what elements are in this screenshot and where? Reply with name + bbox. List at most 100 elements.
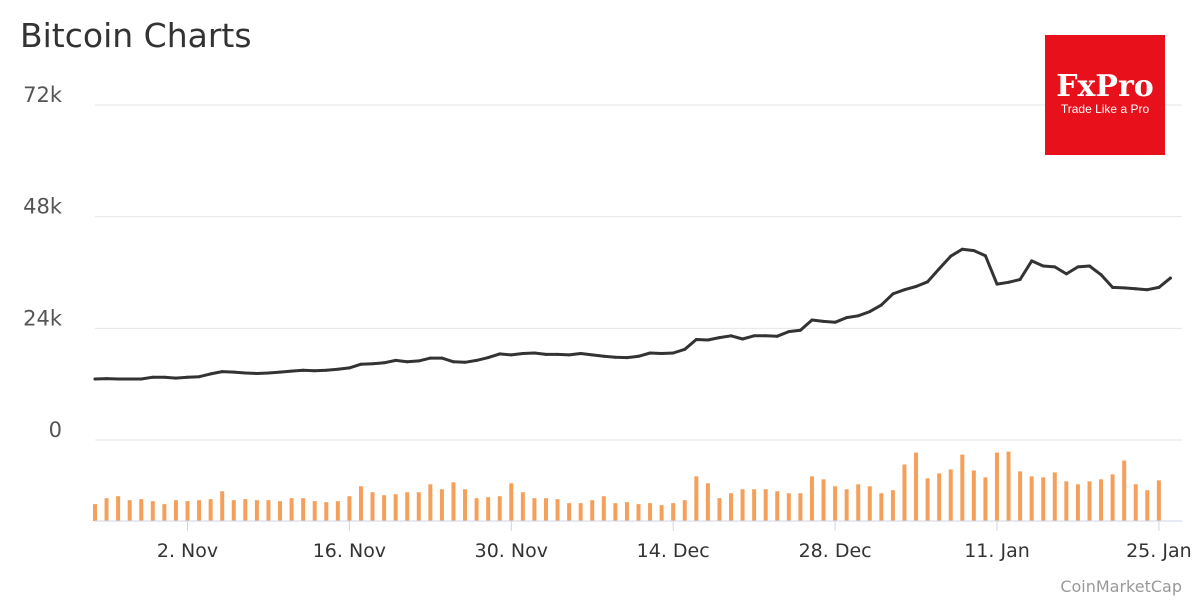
price-point[interactable]	[428, 356, 432, 360]
price-point[interactable]	[879, 303, 883, 307]
price-point[interactable]	[486, 356, 490, 360]
price-point[interactable]	[532, 351, 536, 355]
price-point[interactable]	[151, 375, 155, 379]
price-point[interactable]	[625, 356, 629, 360]
price-point[interactable]	[810, 318, 814, 322]
price-point[interactable]	[336, 367, 340, 371]
price-point[interactable]	[267, 371, 270, 375]
price-point[interactable]	[995, 282, 999, 286]
volume-bar	[705, 483, 710, 521]
price-point[interactable]	[255, 372, 259, 375]
price-point[interactable]	[1088, 264, 1091, 268]
price-point[interactable]	[914, 285, 918, 288]
volume-bar	[197, 500, 202, 521]
price-point[interactable]	[313, 369, 317, 373]
price-point[interactable]	[521, 352, 525, 355]
price-point[interactable]	[822, 319, 825, 323]
price-point[interactable]	[590, 353, 594, 357]
price-point[interactable]	[775, 334, 779, 338]
price-point[interactable]	[417, 359, 421, 363]
price-point[interactable]	[903, 288, 906, 292]
price-point[interactable]	[452, 360, 455, 364]
price-point[interactable]	[220, 370, 224, 374]
price-point[interactable]	[324, 368, 328, 372]
price-point[interactable]	[1099, 273, 1103, 277]
price-point[interactable]	[93, 377, 97, 381]
price-point[interactable]	[637, 354, 640, 358]
price-point[interactable]	[1145, 288, 1149, 292]
price-point[interactable]	[937, 267, 941, 271]
price-point[interactable]	[1157, 285, 1161, 289]
price-point[interactable]	[405, 360, 409, 364]
price-point[interactable]	[209, 372, 213, 376]
price-point[interactable]	[463, 360, 467, 364]
price-point[interactable]	[683, 347, 687, 351]
price-point[interactable]	[845, 316, 849, 320]
price-point[interactable]	[1122, 286, 1126, 290]
price-point[interactable]	[371, 362, 374, 366]
price-point[interactable]	[579, 352, 583, 355]
price-point[interactable]	[1030, 259, 1034, 263]
price-point[interactable]	[359, 362, 363, 366]
price-point[interactable]	[833, 320, 837, 324]
price-point[interactable]	[1007, 280, 1010, 284]
price-point[interactable]	[983, 254, 987, 258]
price-point[interactable]	[694, 338, 698, 341]
price-point[interactable]	[1053, 265, 1057, 269]
price-point[interactable]	[278, 370, 282, 374]
price-point[interactable]	[891, 292, 895, 296]
price-point[interactable]	[186, 375, 189, 379]
volume-bar	[971, 470, 976, 521]
price-point[interactable]	[868, 310, 872, 314]
price-point[interactable]	[544, 352, 548, 356]
price-point[interactable]	[475, 358, 479, 362]
price-point[interactable]	[509, 353, 513, 357]
price-point[interactable]	[394, 358, 398, 362]
price-point[interactable]	[556, 352, 560, 356]
price-point[interactable]	[116, 377, 120, 381]
price-point[interactable]	[498, 352, 502, 356]
price-point[interactable]	[128, 377, 132, 381]
price-point[interactable]	[139, 377, 143, 381]
price-point[interactable]	[174, 376, 178, 380]
price-point[interactable]	[752, 334, 756, 338]
source-credit[interactable]: CoinMarketCap	[1060, 577, 1182, 596]
price-point[interactable]	[648, 351, 652, 355]
price-point[interactable]	[1064, 272, 1068, 276]
price-point[interactable]	[440, 356, 444, 360]
price-point[interactable]	[949, 254, 953, 258]
price-point[interactable]	[1111, 285, 1115, 289]
price-point[interactable]	[301, 368, 305, 372]
price-point[interactable]	[105, 377, 109, 381]
price-point[interactable]	[567, 353, 571, 357]
price-point[interactable]	[347, 366, 351, 370]
price-point[interactable]	[972, 249, 976, 253]
price-point[interactable]	[660, 352, 664, 355]
price-point[interactable]	[960, 247, 964, 251]
price-point[interactable]	[613, 355, 617, 359]
price-point[interactable]	[1018, 278, 1022, 281]
price-point[interactable]	[798, 328, 802, 332]
price-point[interactable]	[671, 351, 675, 355]
price-point[interactable]	[741, 337, 745, 341]
price-point[interactable]	[729, 334, 733, 338]
price-point[interactable]	[602, 354, 606, 358]
price-point[interactable]	[717, 336, 721, 340]
price-point[interactable]	[1076, 265, 1080, 269]
price-point[interactable]	[290, 369, 294, 373]
price-point[interactable]	[764, 334, 768, 338]
price-point[interactable]	[856, 314, 860, 318]
price-point[interactable]	[926, 280, 930, 284]
price-point[interactable]	[243, 371, 247, 375]
price-point[interactable]	[706, 338, 710, 342]
price-point[interactable]	[232, 370, 236, 374]
price-point[interactable]	[162, 375, 166, 379]
price-point[interactable]	[1168, 276, 1172, 280]
price-point[interactable]	[382, 361, 386, 365]
price-point[interactable]	[1041, 264, 1045, 268]
price-point[interactable]	[787, 330, 791, 334]
price-point[interactable]	[1134, 287, 1138, 291]
price-point[interactable]	[197, 375, 201, 379]
volume-bar	[752, 489, 757, 521]
volume-bar	[532, 498, 537, 521]
